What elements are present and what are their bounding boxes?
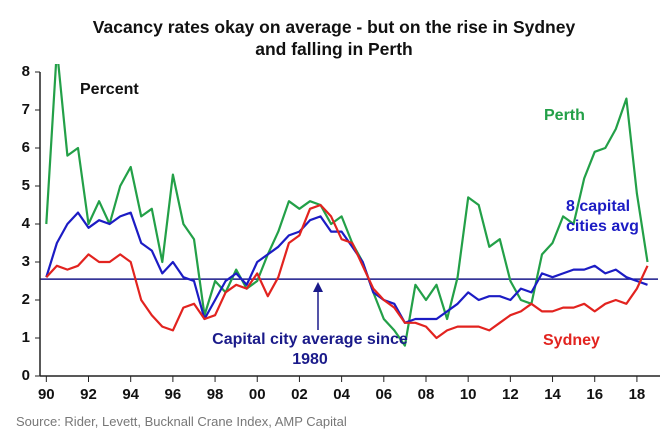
series-label: Sydney [543,332,600,349]
chart-title: Vacancy rates okay on average - but on t… [92,17,576,59]
x-tick-label: 98 [207,386,224,403]
x-tick-label: 00 [249,386,266,403]
y-tick-label: 6 [22,139,30,156]
x-tick-label: 18 [629,386,646,403]
series-line [45,64,649,347]
series-line [45,203,649,340]
x-tick-label: 14 [544,386,561,403]
y-tick-label: 1 [22,329,30,346]
y-tick-label: 8 [22,63,30,80]
arrow-head [313,282,323,292]
y-tick-label: 3 [22,253,30,270]
y-tick-label: 5 [22,177,30,194]
x-tick-label: 06 [375,386,392,403]
source: Source: Rider, Levett, Bucknall Crane In… [16,414,347,429]
y-tick-label: 2 [22,291,30,308]
x-tick-label: 90 [38,386,55,403]
x-tick-label: 96 [165,386,182,403]
series-line [45,211,648,324]
x-tick-label: 92 [80,386,97,403]
x-tick-label: 12 [502,386,519,403]
x-tick-label: 02 [291,386,308,403]
average-label: Capital city average since 1980 [212,331,408,368]
series-label: 8 capital cities avg [566,198,639,235]
series-label: Perth [544,107,585,124]
x-tick-label: 16 [586,386,603,403]
x-tick-label: 04 [333,386,350,403]
x-tick-label: 08 [418,386,435,403]
x-tick-label: 94 [122,386,139,403]
y-tick-label: 0 [22,367,30,384]
y-tick-label: 7 [22,101,30,118]
y-tick-label: 4 [22,215,31,232]
x-tick-label: 10 [460,386,477,403]
y-axis-label: Percent [80,81,139,98]
